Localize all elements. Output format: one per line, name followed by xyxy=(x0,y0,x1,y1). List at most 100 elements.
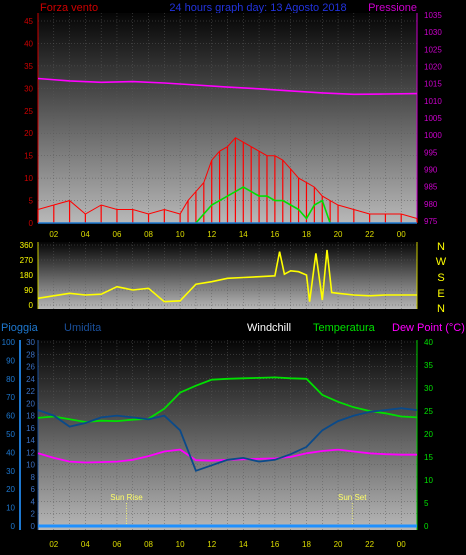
temperature-tick-label: 25 xyxy=(424,407,433,416)
time-tick-label: 08 xyxy=(144,230,153,239)
time-tick-label: 12 xyxy=(207,230,216,239)
direction-tick-label: 180 xyxy=(20,271,34,280)
rain-tick-label: 20 xyxy=(26,399,35,408)
temperature-title: Temperatura xyxy=(313,322,376,334)
direction-tick-label: 270 xyxy=(20,256,34,265)
wind-tick-label: 25 xyxy=(24,107,33,116)
time-tick-label: 22 xyxy=(365,230,374,239)
pressure-tick-label: 1030 xyxy=(424,28,442,37)
time-tick-label: 04 xyxy=(81,230,90,239)
wind-tick-label: 40 xyxy=(24,39,33,48)
pressure-line xyxy=(37,77,418,96)
pressure-tick-label: 975 xyxy=(424,217,438,226)
pressure-title: Pressione xyxy=(368,2,417,14)
temperature-panel-series xyxy=(37,376,418,528)
compass-label: N xyxy=(437,303,445,315)
humidity-tick-label: 10 xyxy=(6,504,15,513)
time-tick-label: 02 xyxy=(49,230,58,239)
rain-tick-label: 6 xyxy=(31,485,36,494)
humidity-tick-label: 20 xyxy=(6,485,15,494)
wind-tick-label: 35 xyxy=(24,62,33,71)
pressure-tick-label: 1015 xyxy=(424,80,442,89)
time-tick-label: 10 xyxy=(176,230,185,239)
temperature-tick-label: 20 xyxy=(424,430,433,439)
direction-tick-label: 0 xyxy=(29,301,34,310)
temperature-axis: 0 5 10 15 20 25 30 35 40 xyxy=(416,338,433,531)
pressure-tick-label: 1035 xyxy=(424,11,442,20)
sunset-label: Sun Set xyxy=(338,493,367,502)
humidity-tick-label: 0 xyxy=(11,522,16,531)
wind-tick-label: 45 xyxy=(24,17,33,26)
rain-tick-label: 10 xyxy=(26,461,35,470)
temperature-tick-label: 35 xyxy=(424,361,433,370)
rain-tick-label: 12 xyxy=(26,448,35,457)
direction-series xyxy=(37,249,417,303)
rain-tick-label: 28 xyxy=(26,350,35,359)
wind-tick-label: 0 xyxy=(29,219,34,228)
time-tick-label: 20 xyxy=(334,230,343,239)
dewpoint-title: Dew Point (°C) xyxy=(392,322,465,334)
rain-tick-label: 26 xyxy=(26,363,35,372)
temperature-tick-label: 15 xyxy=(424,453,433,462)
rain-tick-label: 22 xyxy=(26,387,35,396)
windchill-title: Windchill xyxy=(247,322,291,334)
time-tick-label: 14 xyxy=(239,230,248,239)
temperature-panel-background xyxy=(38,340,417,530)
pressure-axis: 975 980 985 990 995 1000 1005 1010 1015 1020 1025 1… xyxy=(416,11,442,226)
time-tick-label: 14 xyxy=(239,540,248,549)
time-tick-label: 10 xyxy=(176,540,185,549)
compass-label: E xyxy=(437,288,444,300)
direction-tick-label: 360 xyxy=(20,241,34,250)
humidity-tick-label: 50 xyxy=(6,430,15,439)
time-tick-label: 12 xyxy=(207,540,216,549)
compass-labels: N W S E N xyxy=(436,241,447,315)
wind-speed-line xyxy=(37,137,418,219)
temperature-line xyxy=(37,376,418,423)
wind-tick-label: 10 xyxy=(24,174,33,183)
time-tick-label: 16 xyxy=(270,540,279,549)
time-tick-label: 00 xyxy=(397,230,406,239)
rain-tick-label: 16 xyxy=(26,424,35,433)
wind-tick-label: 30 xyxy=(24,84,33,93)
wind-tick-label: 20 xyxy=(24,129,33,138)
temperature-tick-label: 30 xyxy=(424,384,433,393)
humidity-tick-label: 100 xyxy=(2,338,16,347)
compass-label: W xyxy=(436,256,447,268)
rain-tick-label: 18 xyxy=(26,412,35,421)
direction-axis: 0 90 180 270 360 xyxy=(20,241,418,310)
wind-tick-label: 15 xyxy=(24,152,33,161)
date-title: 24 hours graph day: 13 Agosto 2018 xyxy=(169,2,346,14)
humidity-tick-label: 30 xyxy=(6,467,15,476)
temperature-tick-label: 40 xyxy=(424,338,433,347)
time-tick-label: 00 xyxy=(397,540,406,549)
humidity-tick-label: 90 xyxy=(6,356,15,365)
wind-direction-panel: 0 90 180 270 360 N W S E N xyxy=(20,241,447,315)
rain-tick-label: 0 xyxy=(31,522,36,531)
pressure-tick-label: 1005 xyxy=(424,114,442,123)
temperature-tick-label: 10 xyxy=(424,476,433,485)
pressure-tick-label: 985 xyxy=(424,183,438,192)
wind-panel-time-axis: 02 04 06 08 10 12 14 16 18 20 22 00 xyxy=(38,222,417,239)
rain-tick-label: 14 xyxy=(26,436,35,445)
time-tick-label: 02 xyxy=(49,540,58,549)
pressure-tick-label: 1025 xyxy=(424,45,442,54)
rain-tick-label: 8 xyxy=(31,473,36,482)
rain-tick-label: 30 xyxy=(26,338,35,347)
compass-label: N xyxy=(437,241,445,253)
pressure-tick-label: 1010 xyxy=(424,97,442,106)
pressure-tick-label: 980 xyxy=(424,200,438,209)
sun-markers: Sun Rise Sun Set xyxy=(110,493,367,528)
time-tick-label: 06 xyxy=(113,540,122,549)
temperature-panel-time-axis: 02 04 06 08 10 12 14 16 18 20 22 00 xyxy=(49,540,406,549)
humidity-axis: 0 10 20 30 40 50 60 70 80 90 100 xyxy=(2,338,21,531)
humidity-line xyxy=(37,407,418,472)
wind-panel-series xyxy=(37,77,418,224)
pressure-tick-label: 990 xyxy=(424,166,438,175)
time-tick-label: 22 xyxy=(365,540,374,549)
time-tick-label: 16 xyxy=(270,230,279,239)
sunrise-label: Sun Rise xyxy=(110,493,143,502)
pressure-tick-label: 1000 xyxy=(424,131,442,140)
